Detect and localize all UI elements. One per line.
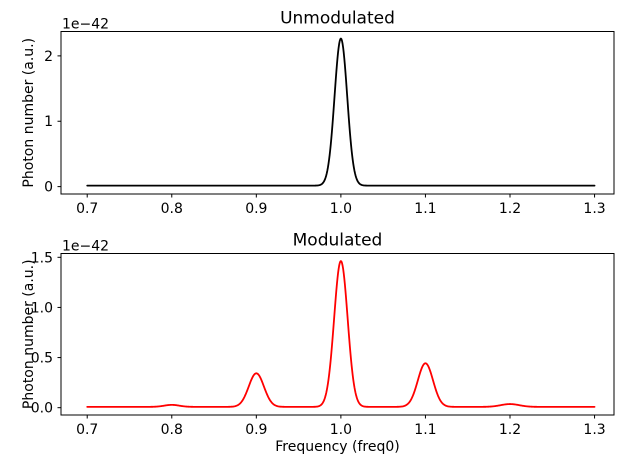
subplot-title: Unmodulated <box>280 9 395 29</box>
x-tick-label: 0.9 <box>245 201 267 217</box>
x-tick-label: 0.8 <box>161 422 183 438</box>
y-tick-label: 1.5 <box>31 250 53 266</box>
y-axis-label: Photon number (a.u.) <box>21 259 37 409</box>
modulated-spectrum-curve <box>86 260 596 408</box>
x-tick-label: 0.7 <box>76 422 98 438</box>
x-tick-label: 1.0 <box>330 201 352 217</box>
y-axis-label: Photon number (a.u.) <box>21 38 37 188</box>
x-tick-label: 1.1 <box>414 422 436 438</box>
x-tick-label: 1.2 <box>499 422 521 438</box>
x-tick-label: 0.7 <box>76 201 98 217</box>
axes-frame <box>60 31 615 195</box>
y-tick-label: 1.0 <box>31 300 53 316</box>
unmodulated-spectrum-curve <box>86 37 596 187</box>
y-tick-label: 2 <box>44 49 53 65</box>
x-tick-label: 0.9 <box>245 422 267 438</box>
y-tick-label: 0 <box>44 180 53 196</box>
x-tick-label: 1.0 <box>330 422 352 438</box>
x-tick-label: 1.2 <box>499 201 521 217</box>
y-offset-label: 1e−42 <box>62 239 109 255</box>
subplot-unmodulated: Unmodulated 1e−42 Photon number (a.u.) 0… <box>21 9 615 217</box>
axes-frame <box>60 253 615 416</box>
x-tick-label: 1.3 <box>583 422 605 438</box>
x-tick-label: 1.1 <box>414 201 436 217</box>
x-axis-label: Frequency (freq0) <box>275 439 399 455</box>
y-offset-label: 1e−42 <box>62 17 109 33</box>
subplot-modulated: Modulated 1e−42 Photon number (a.u.) Fre… <box>21 231 615 455</box>
y-tick-label: 0.5 <box>31 351 53 367</box>
y-tick-label: 0.0 <box>31 401 53 417</box>
x-tick-label: 1.3 <box>583 201 605 217</box>
x-tick-label: 0.8 <box>161 201 183 217</box>
subplot-title: Modulated <box>293 231 383 251</box>
y-tick-label: 1 <box>44 114 53 130</box>
